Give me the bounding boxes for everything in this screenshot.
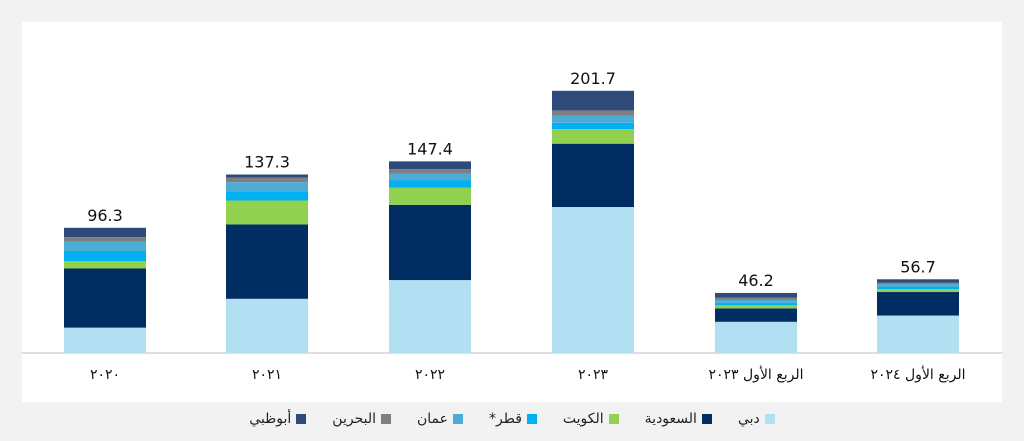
bar-segment (226, 298, 308, 353)
bar-segment (715, 308, 797, 322)
bar-segment (552, 207, 634, 353)
bar-segment (877, 282, 959, 285)
chart-panel: 96.3 ٢٠٢٠ 137.3 ٢٠٢١ 147.4 ٢٠٢٢ 201.7 ٢٠٢٣ 46.2 ا… (22, 22, 1002, 402)
legend-swatch (701, 414, 712, 424)
legend-item: قطر* (489, 411, 537, 427)
legend-item: الكويت (563, 411, 619, 427)
bar-segment (389, 280, 471, 353)
x-tick-label: ٢٠٢١ (252, 367, 282, 383)
legend-label: الكويت (562, 411, 604, 427)
legend-label: البحرين (332, 411, 376, 427)
bar-segment (715, 297, 797, 300)
bar-segment (226, 224, 308, 299)
bar-segment (877, 284, 959, 287)
bar-segment (389, 161, 471, 170)
bar-segment (64, 227, 146, 238)
bar-segment (389, 180, 471, 188)
bar-segment (552, 90, 634, 111)
bar-total-label: 137.3 (244, 153, 290, 172)
x-tick-label: الربع الأول ٢٠٢٣ (708, 365, 803, 383)
bar-segment (389, 169, 471, 174)
bar-segment (226, 177, 308, 183)
legend-label: السعودية (644, 411, 697, 427)
bar-segment (389, 187, 471, 205)
bar-segment (64, 268, 146, 328)
legend-label: قطر* (489, 411, 522, 427)
bar-total-label: 96.3 (87, 206, 123, 225)
bar-segment (877, 292, 959, 316)
legend-item: السعودية (645, 411, 712, 427)
bar-segment (64, 237, 146, 242)
bar-segment (877, 315, 959, 353)
x-tick-label: الربع الأول ٢٠٢٤ (870, 365, 965, 383)
legend-label: أبوظبي (249, 411, 292, 427)
bar-segment (552, 110, 634, 116)
legend-label: دبي (737, 411, 760, 427)
legend-swatch (764, 414, 775, 424)
legend-item: أبوظبي (249, 411, 307, 427)
bar-segment (715, 321, 797, 353)
bar-segment (877, 286, 959, 290)
bar-segment (64, 327, 146, 353)
bar-total-label: 201.7 (570, 69, 616, 88)
bar-total-label: 46.2 (738, 271, 774, 290)
x-tick-label: ٢٠٢٠ (90, 367, 120, 383)
bar-segment (715, 305, 797, 309)
legend-item: دبي (738, 411, 775, 427)
stacked-bar-chart: 96.3 ٢٠٢٠ 137.3 ٢٠٢١ 147.4 ٢٠٢٢ 201.7 ٢٠٢٣ 46.2 ا… (22, 69, 1002, 383)
bar-total-label: 147.4 (407, 139, 453, 158)
bar-segment (877, 289, 959, 293)
bar-segment (877, 279, 959, 283)
legend-item: عمان (417, 411, 463, 427)
bar-segment (64, 250, 146, 262)
bar-segment (715, 302, 797, 306)
bar-segment (389, 204, 471, 281)
bar-segment (226, 182, 308, 192)
bar-total-label: 56.7 (900, 257, 936, 276)
x-tick-label: ٢٠٢٣ (578, 367, 609, 383)
bar-segment (64, 261, 146, 269)
legend-swatch (296, 414, 307, 424)
bar-segment (552, 115, 634, 123)
bar-segment (226, 200, 308, 225)
legend-swatch (608, 414, 619, 424)
chart-legend: دبي السعودية الكويت قطر* عمان البحرين أبوظبي (0, 405, 1024, 433)
bar-segment (552, 129, 634, 144)
bar-segment (64, 241, 146, 251)
bar-segment (552, 122, 634, 130)
x-tick-label: ٢٠٢٢ (415, 367, 445, 383)
bar-segment (226, 174, 308, 178)
bar-segment (389, 173, 471, 181)
legend-swatch (381, 414, 391, 424)
bar-segment (715, 292, 797, 298)
legend-swatch (526, 414, 537, 424)
bar-segment (552, 143, 634, 208)
bar-segment (226, 191, 308, 201)
legend-item: البحرين (332, 411, 391, 427)
legend-label: عمان (417, 411, 448, 427)
legend-swatch (453, 414, 463, 424)
bar-segment (715, 299, 797, 303)
